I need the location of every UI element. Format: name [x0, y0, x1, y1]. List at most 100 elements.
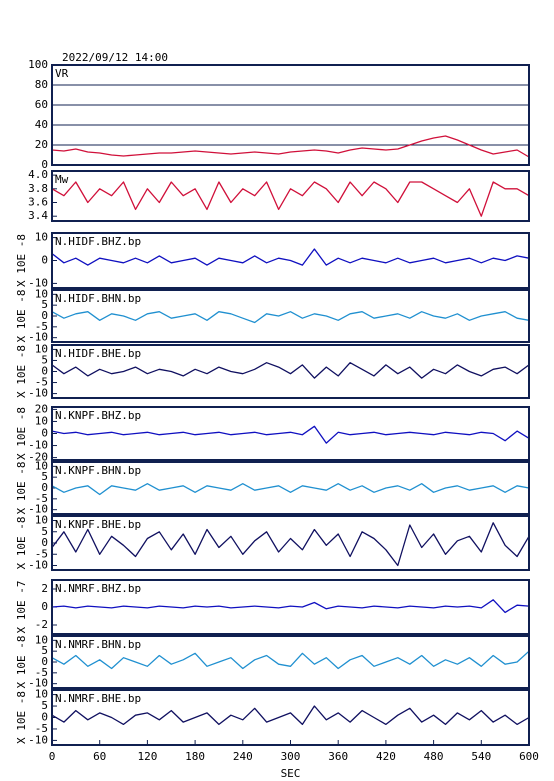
y-tick-label: 100 [28, 58, 48, 71]
y-tick-label: 10 [35, 514, 48, 527]
panel-frame [51, 344, 530, 399]
y-tick-label: 10 [35, 342, 48, 355]
trace-line [51, 425, 530, 444]
trace-line [51, 248, 530, 266]
y-tick-label: -5 [35, 492, 48, 505]
y-tick-label: 0 [41, 254, 48, 267]
y-tick-label: 0 [41, 481, 48, 494]
y-axis-label: X 10E -8 [15, 691, 28, 744]
trace-line [51, 522, 530, 567]
y-tick-label: -10 [28, 387, 48, 400]
panel-label: N.HIDF.BHE.bp [55, 347, 141, 360]
y-tick-label: 5 [41, 470, 48, 483]
y-tick-label: 0 [41, 309, 48, 322]
y-tick-label: 10 [35, 633, 48, 646]
trace-line [51, 705, 530, 726]
panel-frame [51, 635, 530, 689]
panel-frame [51, 64, 530, 166]
y-tick-label: 0 [41, 655, 48, 668]
panel-frame [51, 406, 530, 461]
panel-label: N.KNPF.BHN.bp [55, 464, 141, 477]
y-tick-label: 5 [41, 644, 48, 657]
y-tick-label: -10 [28, 331, 48, 344]
x-axis-label: SEC [281, 767, 301, 780]
y-tick-label: -2 [35, 618, 48, 631]
panel-label: Mw [55, 173, 69, 186]
trace-line [51, 181, 530, 217]
y-tick-label: -10 [28, 276, 48, 289]
y-tick-label: 10 [35, 459, 48, 472]
y-tick-label: 5 [41, 699, 48, 712]
y-tick-label: -5 [35, 666, 48, 679]
y-tick-label: 40 [35, 118, 48, 131]
y-tick-label: -5 [35, 722, 48, 735]
panel-frame [51, 232, 530, 289]
y-tick-label: 0 [41, 158, 48, 171]
y-tick-label: 5 [41, 298, 48, 311]
y-axis-label: X 10E -8 [15, 234, 28, 287]
x-tick-label: 600 [519, 750, 539, 763]
y-tick-label: -5 [35, 320, 48, 333]
trace-line [51, 650, 530, 670]
y-axis-label: X 10E -8 [15, 517, 28, 570]
trace-line [51, 135, 530, 158]
panel-frame [51, 289, 530, 343]
y-tick-label: 0 [41, 536, 48, 549]
y-tick-label: -20 [28, 451, 48, 464]
y-tick-label: 80 [35, 78, 48, 91]
panel-label: N.KNPF.BHZ.bp [55, 409, 141, 422]
x-tick-label: 480 [424, 750, 444, 763]
y-tick-label: 0 [41, 600, 48, 613]
y-tick-label: 10 [35, 231, 48, 244]
x-tick-label: 180 [185, 750, 205, 763]
x-tick-label: 240 [233, 750, 253, 763]
x-tick-label: 120 [137, 750, 157, 763]
x-tick-label: 300 [281, 750, 301, 763]
panel-frame [51, 689, 530, 746]
y-tick-label: -10 [28, 503, 48, 516]
y-tick-label: 20 [35, 402, 48, 415]
chart-title: 2022/09/12 14:00 [62, 51, 168, 64]
panel-label: N.HIDF.BHZ.bp [55, 235, 141, 248]
panel-label: VR [55, 67, 69, 80]
trace-line [51, 362, 530, 379]
y-tick-label: 60 [35, 98, 48, 111]
y-tick-label: 20 [35, 138, 48, 151]
panel-label: N.HIDF.BHN.bp [55, 292, 141, 305]
y-axis-label: X 10E -8 [15, 636, 28, 689]
x-tick-label: 60 [93, 750, 106, 763]
panel-label: N.NMRF.BHN.bp [55, 638, 141, 651]
panel-frame [51, 461, 530, 515]
y-axis-label: X 10E -8 [15, 290, 28, 343]
panel-frame [51, 515, 530, 571]
y-tick-label: 5 [41, 525, 48, 538]
y-tick-label: 3.4 [28, 209, 48, 222]
y-tick-label: 2 [41, 582, 48, 595]
y-tick-label: 10 [35, 287, 48, 300]
y-tick-label: 3.6 [28, 196, 48, 209]
x-tick-label: 0 [49, 750, 56, 763]
y-axis-label: X 10E -8 [15, 462, 28, 515]
panel-label: N.NMRF.BHE.bp [55, 692, 141, 705]
y-tick-label: 4.0 [28, 168, 48, 181]
panel-label: N.KNPF.BHE.bp [55, 518, 141, 531]
y-tick-label: 3.8 [28, 182, 48, 195]
trace-line [51, 483, 530, 496]
panel-label: N.NMRF.BHZ.bp [55, 582, 141, 595]
y-tick-label: -10 [28, 677, 48, 690]
trace-line [51, 311, 530, 324]
y-axis-label: X 10E -8 [15, 407, 28, 460]
y-tick-label: -10 [28, 559, 48, 572]
y-axis-label: X 10E -7 [15, 581, 28, 634]
panel-frame [51, 579, 530, 635]
y-tick-label: -5 [35, 376, 48, 389]
y-tick-label: 10 [35, 414, 48, 427]
y-tick-label: 0 [41, 427, 48, 440]
x-tick-label: 540 [471, 750, 491, 763]
x-tick-label: 420 [376, 750, 396, 763]
trace-line [51, 599, 530, 614]
x-tick-label: 360 [328, 750, 348, 763]
y-tick-label: 10 [35, 688, 48, 701]
